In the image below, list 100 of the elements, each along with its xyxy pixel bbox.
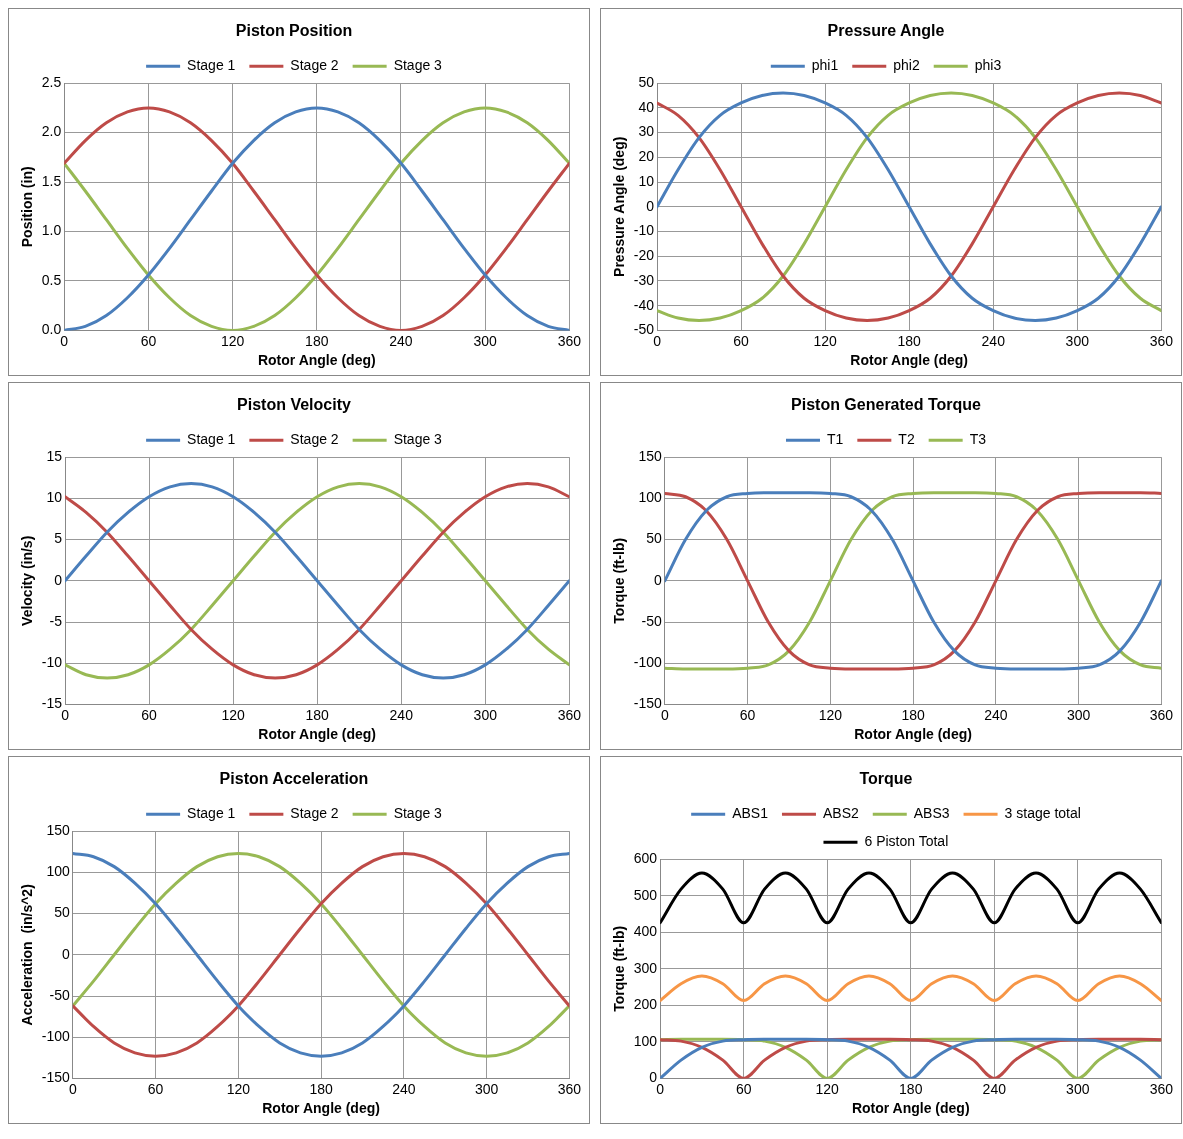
y-tick-label: 0 bbox=[62, 945, 71, 962]
y-tick-label: 1.0 bbox=[41, 222, 62, 239]
y-tick-label: 15 bbox=[46, 448, 63, 465]
x-tick-label: 300 bbox=[1066, 1080, 1090, 1097]
y-tick-label: -30 bbox=[633, 271, 655, 288]
y-tick-label: 0 bbox=[649, 1069, 658, 1086]
y-axis-title: Velocity (in/s) bbox=[19, 535, 36, 626]
x-tick-label: 300 bbox=[1066, 706, 1091, 723]
x-tick-label: 60 bbox=[733, 332, 750, 349]
y-axis-title: Pressure Angle (deg) bbox=[611, 136, 628, 277]
y-tick-label: 500 bbox=[633, 886, 658, 903]
x-tick-label: 60 bbox=[147, 1080, 164, 1097]
x-tick-label: 180 bbox=[897, 332, 922, 349]
y-tick-label: 2.5 bbox=[41, 74, 62, 91]
legend-label: Stage 3 bbox=[393, 431, 443, 448]
y-tick-label: 200 bbox=[633, 996, 658, 1013]
x-tick-label: 240 bbox=[984, 706, 1008, 723]
x-tick-label: 300 bbox=[1065, 332, 1090, 349]
x-axis-title: Rotor Angle (deg) bbox=[850, 352, 969, 369]
y-tick-label: -50 bbox=[633, 321, 655, 338]
y-axis-title: Torque (ft-lb) bbox=[611, 537, 628, 624]
y-tick-label: -100 bbox=[633, 654, 663, 671]
y-tick-label: 150 bbox=[46, 822, 71, 839]
line-series bbox=[65, 482, 570, 680]
y-tick-label: 400 bbox=[633, 923, 658, 940]
y-tick-label: -15 bbox=[41, 695, 63, 712]
y-tick-label: 100 bbox=[638, 489, 663, 506]
legend-label: Stage 1 bbox=[187, 57, 236, 74]
y-tick-label: 20 bbox=[638, 148, 655, 165]
y-tick-label: 10 bbox=[46, 489, 63, 506]
legend-label: 6 Piston Total bbox=[864, 833, 949, 850]
x-tick-label: 120 bbox=[815, 1080, 840, 1097]
legend-label: 3 stage total bbox=[1004, 805, 1081, 822]
y-tick-label: -20 bbox=[633, 247, 655, 264]
y-tick-label: 0.5 bbox=[41, 271, 62, 288]
x-tick-label: 360 bbox=[1149, 332, 1174, 349]
x-tick-label: 60 bbox=[140, 332, 157, 349]
legend-label: phi1 bbox=[811, 57, 839, 74]
y-tick-label: -150 bbox=[41, 1069, 71, 1086]
legend-label: T2 bbox=[898, 431, 915, 448]
legend-label: Stage 2 bbox=[290, 431, 339, 448]
x-tick-label: 300 bbox=[474, 1080, 499, 1097]
legend-label: T3 bbox=[969, 431, 987, 448]
line-series bbox=[664, 491, 1162, 671]
x-axis-title: Rotor Angle (deg) bbox=[854, 726, 972, 743]
chart-title: Piston Generated Torque bbox=[791, 396, 982, 414]
y-tick-label: 50 bbox=[54, 904, 71, 921]
chart-title: Pressure Angle bbox=[827, 22, 945, 40]
y-tick-label: -50 bbox=[49, 986, 71, 1003]
x-tick-label: 120 bbox=[220, 332, 245, 349]
legend-label: T1 bbox=[826, 431, 844, 448]
x-tick-label: 360 bbox=[557, 706, 582, 723]
y-tick-label: -40 bbox=[633, 296, 655, 313]
y-tick-label: 600 bbox=[633, 850, 658, 867]
y-tick-label: 2.0 bbox=[41, 123, 62, 140]
x-tick-label: 240 bbox=[389, 706, 414, 723]
x-axis-title: Rotor Angle (deg) bbox=[262, 1100, 380, 1117]
y-tick-label: -10 bbox=[633, 222, 655, 239]
x-tick-label: 60 bbox=[141, 706, 158, 723]
x-tick-label: 180 bbox=[901, 706, 925, 723]
y-tick-label: 40 bbox=[638, 98, 655, 115]
y-axis-title: Torque (ft-lb) bbox=[611, 925, 628, 1012]
x-tick-label: 300 bbox=[473, 706, 498, 723]
x-tick-label: 240 bbox=[982, 1080, 1007, 1097]
y-tick-label: -100 bbox=[41, 1028, 71, 1045]
y-axis-title: Position (in) bbox=[19, 166, 36, 248]
y-tick-label: 0 bbox=[654, 571, 663, 588]
y-tick-label: 30 bbox=[638, 123, 655, 140]
legend-label: Stage 2 bbox=[290, 805, 339, 822]
y-tick-label: -50 bbox=[641, 612, 663, 629]
chart-title: Piston Acceleration bbox=[219, 770, 369, 788]
y-axis-title: Acceleration (in/s^2) bbox=[19, 884, 36, 1026]
x-tick-label: 120 bbox=[818, 706, 843, 723]
y-tick-label: 0.0 bbox=[41, 321, 62, 338]
line-series bbox=[72, 851, 570, 1058]
y-tick-label: 1.5 bbox=[41, 172, 62, 189]
y-tick-label: 5 bbox=[54, 530, 63, 547]
x-axis-title: Rotor Angle (deg) bbox=[258, 726, 377, 743]
x-tick-label: 360 bbox=[557, 332, 582, 349]
x-tick-label: 60 bbox=[735, 1080, 752, 1097]
chart-title: Torque bbox=[859, 770, 913, 788]
x-tick-label: 180 bbox=[305, 332, 329, 349]
legend-label: Stage 3 bbox=[393, 805, 443, 822]
y-tick-label: -150 bbox=[633, 695, 663, 712]
x-tick-label: 180 bbox=[305, 706, 330, 723]
y-tick-label: 50 bbox=[646, 530, 663, 547]
y-tick-label: 100 bbox=[46, 863, 71, 880]
y-tick-label: 0 bbox=[646, 197, 655, 214]
legend-label: phi2 bbox=[893, 57, 920, 74]
legend-label: Stage 1 bbox=[187, 431, 236, 448]
x-axis-title: Rotor Angle (deg) bbox=[257, 352, 376, 369]
x-tick-label: 180 bbox=[899, 1080, 923, 1097]
x-tick-label: 60 bbox=[739, 706, 756, 723]
chart-title: Piston Velocity bbox=[237, 396, 352, 414]
line-series bbox=[657, 91, 1162, 323]
legend-label: Stage 2 bbox=[290, 57, 339, 74]
x-tick-label: 240 bbox=[389, 332, 413, 349]
y-tick-label: 150 bbox=[638, 448, 663, 465]
y-tick-label: 100 bbox=[633, 1032, 658, 1049]
x-tick-label: 240 bbox=[981, 332, 1006, 349]
